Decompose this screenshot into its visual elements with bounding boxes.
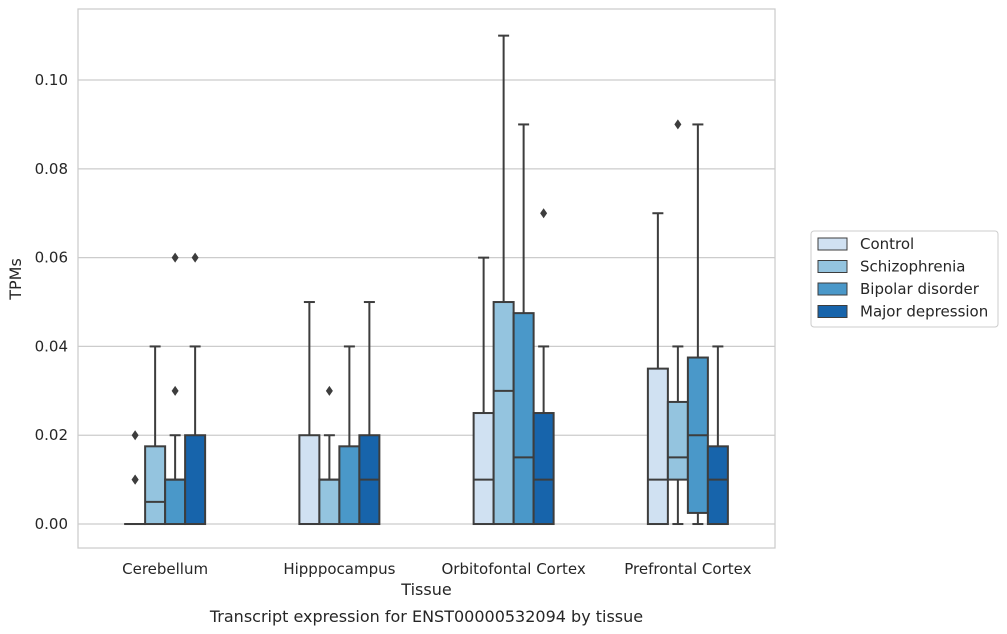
box-major-depression [358,301,381,526]
outlier-point [540,208,548,219]
legend-label: Control [860,235,914,253]
x-tick-label: Orbitofontal Cortex [442,560,586,578]
box-body [706,445,729,526]
x-tick-label: Cerebellum [122,560,208,578]
outlier-point [171,252,179,263]
box-plots [124,34,729,526]
x-axis-title: Tissue [400,580,451,599]
y-tick-label: 0.06 [35,249,68,267]
box-body [666,400,689,481]
y-tick-label: 0.08 [35,160,68,178]
outlier-point [131,430,139,441]
box-control [646,212,669,526]
y-tick-label: 0.00 [35,515,68,533]
box-body [512,312,535,526]
box-major-depression [184,252,207,526]
legend-swatch [817,237,848,251]
legend-label: Major depression [860,303,988,321]
box-body [472,412,495,526]
legend-label: Bipolar disorder [860,280,980,298]
y-tick-label: 0.04 [35,337,68,355]
legend-swatch [817,282,848,296]
outlier-point [325,385,333,396]
outlier-point [191,252,199,263]
outlier-point [171,385,179,396]
legend-swatch [817,260,848,273]
box-body [492,301,515,526]
y-axis-ticks: 0.00 0.02 0.04 0.06 0.08 0.10 [35,71,68,533]
legend-frame [810,230,999,328]
outlier-point [674,119,682,130]
legend: Control Schizophrenia Bipolar disorder Majo… [810,230,999,328]
y-axis-title: TPMs [6,258,25,301]
box-body [184,434,207,526]
box-control [472,256,495,526]
x-tick-label: Hipppocampus [283,560,395,578]
legend-swatch [817,305,848,318]
y-tick-label: 0.02 [35,426,68,444]
chart-caption: Transcript expression for ENST0000053209… [209,607,643,626]
box-body [532,412,555,526]
box-major-depression [532,208,555,526]
legend-label: Schizophrenia [860,258,965,276]
box-body [298,434,321,526]
box-major-depression [706,345,729,526]
outlier-point [131,474,139,485]
box-body [144,445,167,526]
y-tick-label: 0.10 [35,71,68,89]
box-body [164,478,187,526]
x-axis-ticks: Cerebellum Hipppocampus Orbitofontal Corte… [122,560,751,578]
box-bipolar-disorder [686,123,709,526]
box-body [646,367,669,526]
box-control [298,301,321,526]
box-body [338,445,361,526]
plot-frame [77,8,776,549]
x-tick-label: Prefrontal Cortex [624,560,751,578]
box-body [318,478,341,526]
